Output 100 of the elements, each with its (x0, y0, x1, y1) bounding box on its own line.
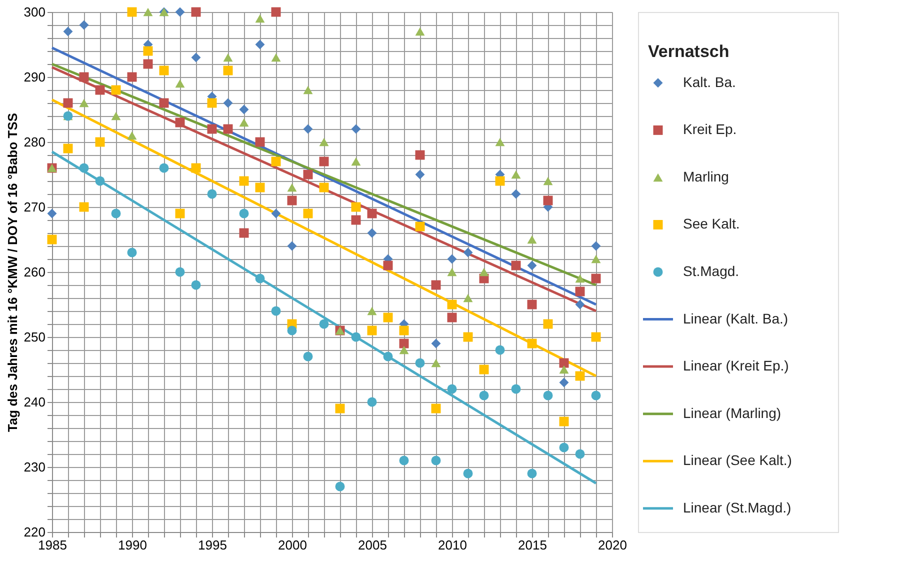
point (95, 176, 105, 186)
point (271, 156, 281, 166)
point (495, 176, 505, 186)
point (383, 312, 393, 322)
point (479, 390, 489, 400)
point (447, 312, 457, 322)
point (511, 189, 521, 199)
point (559, 378, 569, 388)
x-tick-label: 2010 (438, 538, 467, 552)
point (287, 241, 297, 251)
point (351, 332, 361, 342)
point (447, 384, 457, 394)
point (527, 260, 537, 270)
legend-label: St.Magd. (683, 263, 740, 279)
point (79, 163, 89, 173)
point (79, 98, 89, 108)
point (575, 286, 585, 296)
point (463, 294, 473, 302)
point (287, 196, 297, 206)
point (239, 208, 249, 218)
point (575, 449, 585, 459)
legend-label: See Kalt. (683, 216, 740, 232)
point (143, 8, 153, 16)
point (415, 170, 425, 180)
point (367, 397, 377, 407)
y-axis-title: Tag des Jahres mit 16 °KMW / DOY of 16 °Babo TSS (4, 112, 20, 432)
point (223, 53, 233, 62)
point (511, 260, 521, 270)
point (479, 364, 489, 374)
legend-label: Marling (683, 168, 729, 184)
point (143, 46, 153, 56)
point (559, 365, 569, 374)
point (591, 274, 601, 284)
point (415, 222, 425, 232)
point (191, 52, 201, 62)
legend-label: Linear (Kreit Ep.) (683, 358, 789, 374)
x-tick-label: 1995 (198, 538, 227, 552)
point (191, 280, 201, 290)
point (383, 352, 393, 362)
point (319, 156, 329, 166)
point (127, 131, 137, 140)
point (367, 228, 377, 238)
point (351, 202, 361, 212)
x-tick-label: 1990 (118, 538, 147, 552)
point (431, 404, 441, 414)
point (511, 170, 521, 179)
point (575, 274, 585, 283)
point (175, 79, 185, 88)
point (223, 66, 233, 76)
x-tick-label: 2000 (278, 538, 307, 552)
point (399, 346, 409, 354)
point (159, 66, 169, 76)
point (255, 40, 265, 50)
point (271, 7, 281, 17)
y-tick-label: 280 (24, 134, 46, 150)
point (79, 20, 89, 30)
y-tick-label: 250 (24, 330, 46, 344)
legend-label: Kreit Ep. (683, 121, 737, 138)
legend-title: Vernatsch (648, 42, 730, 61)
point (383, 260, 393, 270)
y-tick-label: 230 (24, 460, 46, 474)
legend-label: Linear (St.Magd.) (683, 499, 792, 516)
point (543, 319, 553, 329)
point (271, 306, 281, 316)
point (223, 124, 233, 134)
point (399, 456, 409, 466)
point (271, 53, 281, 62)
point (591, 332, 601, 342)
point (63, 26, 73, 36)
point (399, 326, 409, 336)
point (159, 98, 169, 108)
point (511, 384, 521, 394)
point (127, 7, 137, 17)
point (431, 358, 441, 368)
point (527, 338, 537, 348)
point (175, 7, 185, 17)
point (303, 170, 313, 180)
point (527, 300, 537, 310)
point (63, 144, 73, 154)
point (447, 254, 457, 264)
point (319, 182, 329, 192)
point (255, 137, 265, 147)
point (175, 267, 185, 277)
x-tick-label: 1985 (38, 538, 67, 552)
point (431, 456, 441, 466)
point (543, 196, 553, 206)
point (207, 189, 217, 199)
point (175, 208, 185, 218)
point (255, 182, 265, 192)
point (79, 202, 89, 212)
point (591, 241, 601, 251)
legend-label: Linear (Kalt. Ba.) (683, 310, 788, 326)
point (415, 27, 425, 36)
point (415, 358, 425, 368)
point (319, 319, 329, 329)
point (63, 98, 73, 108)
point (239, 176, 249, 186)
point (191, 163, 201, 173)
point (367, 306, 377, 316)
point (79, 72, 89, 82)
